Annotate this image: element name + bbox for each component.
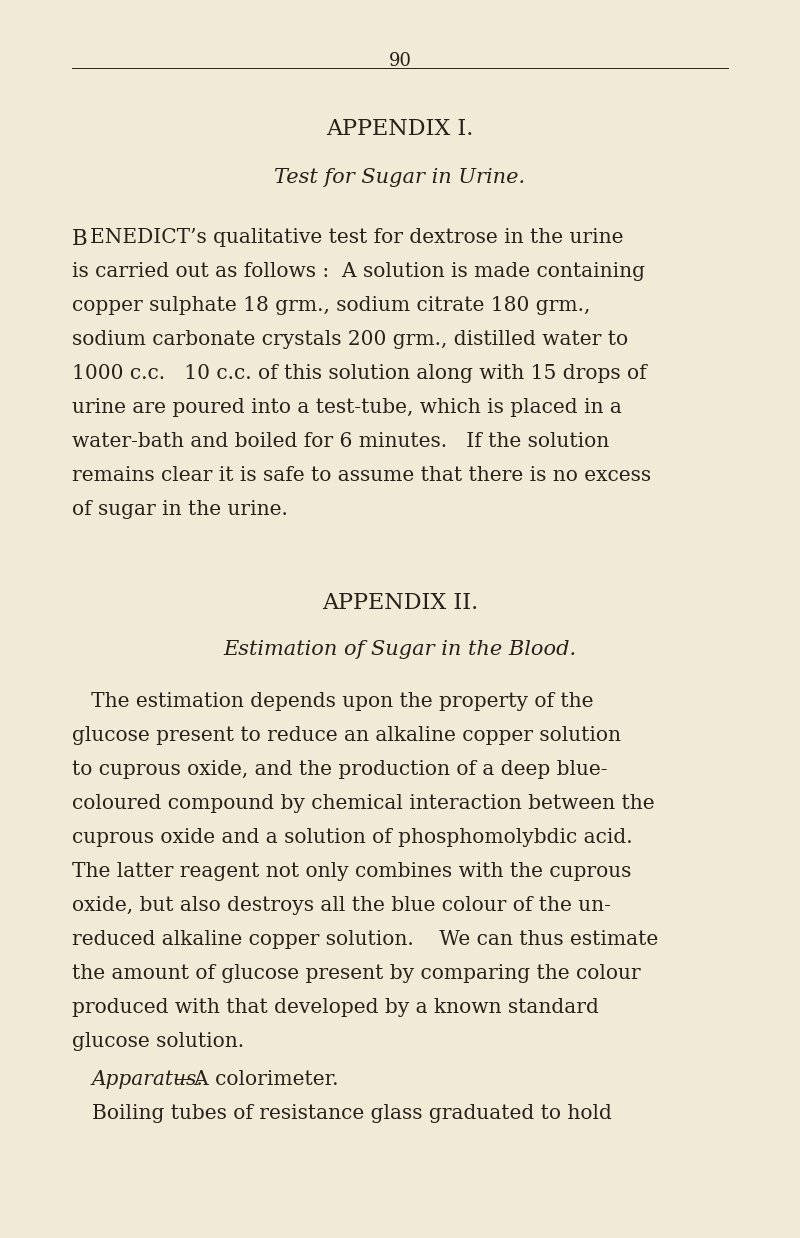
Text: of sugar in the urine.: of sugar in the urine. — [72, 500, 288, 519]
Text: cuprous oxide and a solution of phosphomolybdic acid.: cuprous oxide and a solution of phosphom… — [72, 828, 633, 847]
Text: sodium carbonate crystals 200 grm., distilled water to: sodium carbonate crystals 200 grm., dist… — [72, 331, 628, 349]
Text: Estimation of Sugar in the Blood.: Estimation of Sugar in the Blood. — [223, 640, 577, 659]
Text: Boiling tubes of resistance glass graduated to hold: Boiling tubes of resistance glass gradua… — [92, 1104, 612, 1123]
Text: oxide, but also destroys all the blue colour of the un-: oxide, but also destroys all the blue co… — [72, 896, 611, 915]
Text: 1000 c.c.   10 c.c. of this solution along with 15 drops of: 1000 c.c. 10 c.c. of this solution along… — [72, 364, 646, 383]
Text: Apparatus.: Apparatus. — [92, 1070, 204, 1089]
Text: remains clear it is safe to assume that there is no excess: remains clear it is safe to assume that … — [72, 465, 651, 485]
Text: Test for Sugar in Urine.: Test for Sugar in Urine. — [274, 168, 526, 187]
Text: is carried out as follows :  A solution is made containing: is carried out as follows : A solution i… — [72, 262, 645, 281]
Text: 90: 90 — [389, 52, 411, 71]
Text: glucose solution.: glucose solution. — [72, 1032, 244, 1051]
Text: The latter reagent not only combines with the cuprous: The latter reagent not only combines wit… — [72, 862, 631, 881]
Text: The estimation depends upon the property of the: The estimation depends upon the property… — [72, 692, 594, 711]
Text: the amount of glucose present by comparing the colour: the amount of glucose present by compari… — [72, 964, 641, 983]
Text: —A colorimeter.: —A colorimeter. — [174, 1070, 339, 1089]
Text: to cuprous oxide, and the production of a deep blue-: to cuprous oxide, and the production of … — [72, 760, 607, 779]
Text: water-bath and boiled for 6 minutes.   If the solution: water-bath and boiled for 6 minutes. If … — [72, 432, 610, 451]
Text: reduced alkaline copper solution.    We can thus estimate: reduced alkaline copper solution. We can… — [72, 930, 658, 950]
Text: APPENDIX II.: APPENDIX II. — [322, 592, 478, 614]
Text: urine are poured into a test-tube, which is placed in a: urine are poured into a test-tube, which… — [72, 397, 622, 417]
Text: copper sulphate 18 grm., sodium citrate 180 grm.,: copper sulphate 18 grm., sodium citrate … — [72, 296, 590, 314]
Text: B: B — [72, 228, 88, 250]
Text: APPENDIX I.: APPENDIX I. — [326, 118, 474, 140]
Text: coloured compound by chemical interaction between the: coloured compound by chemical interactio… — [72, 794, 654, 813]
Text: produced with that developed by a known standard: produced with that developed by a known … — [72, 998, 599, 1016]
Text: glucose present to reduce an alkaline copper solution: glucose present to reduce an alkaline co… — [72, 725, 621, 745]
Text: ENEDICT’s qualitative test for dextrose in the urine: ENEDICT’s qualitative test for dextrose … — [90, 228, 623, 248]
